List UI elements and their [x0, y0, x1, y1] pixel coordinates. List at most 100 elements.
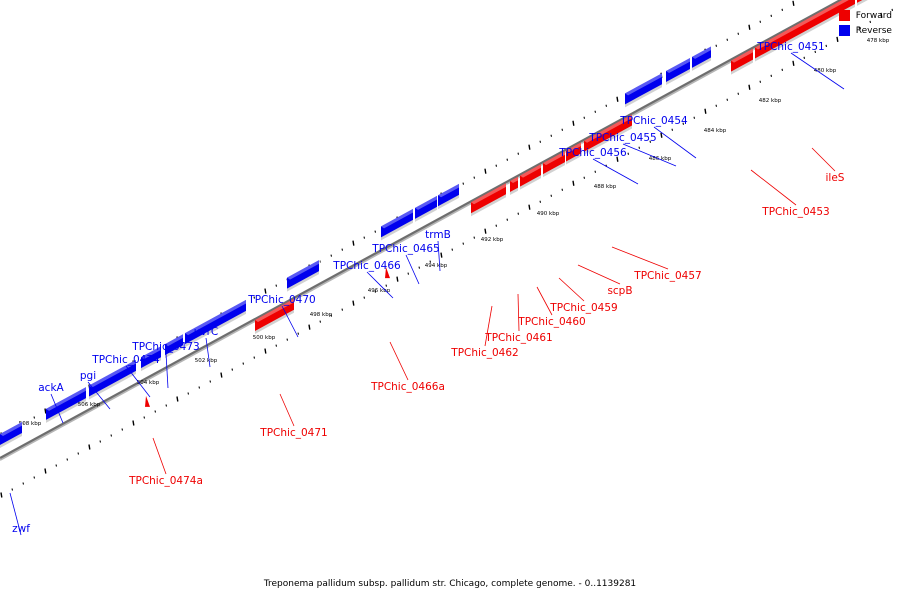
scale-tick — [561, 128, 564, 131]
reverse-gene-label: TPChic_0451 — [756, 41, 824, 53]
gene-TPChic_0462-highlight — [471, 183, 509, 205]
gene-TPChic_0462 — [471, 183, 509, 217]
forward-track-tick — [121, 428, 124, 431]
forward-gene-label: TPChic_0461 — [484, 332, 552, 344]
gene-TPChic_0466-shade — [381, 219, 413, 241]
label-leader — [592, 158, 639, 185]
forward-track-tick — [594, 170, 597, 173]
gene-zwf — [0, 422, 25, 448]
strand-legend: Forward Reverse — [838, 8, 892, 38]
forward-track-tick — [429, 260, 432, 263]
scale-tick — [594, 110, 597, 113]
forward-track-tick — [539, 200, 542, 203]
forward-track-tick — [770, 74, 773, 77]
scale-tick — [319, 260, 322, 263]
gene-TPChic_0457-shade — [584, 125, 632, 155]
forward-track-tick — [814, 50, 817, 53]
reverse-gene-label: trmB — [425, 229, 451, 241]
scale-tick — [748, 24, 751, 30]
legend-forward-label: Forward — [855, 10, 892, 21]
gene-TPChic_0473-highlight — [165, 334, 186, 347]
gene-TPChic_0466 — [381, 208, 416, 241]
forward-track-tick — [231, 368, 234, 371]
gene-TPChic_0473-shade — [165, 345, 183, 359]
gene-ackA — [46, 387, 89, 423]
gene-TPChic_0470-shade — [287, 271, 319, 292]
scale-tick — [33, 416, 36, 419]
reverse-gene-label: TPChic_0466 — [332, 260, 401, 272]
scale-tick — [726, 38, 729, 41]
label-leader — [750, 169, 797, 206]
scale-tick — [44, 408, 47, 414]
forward-track-tick — [0, 492, 3, 498]
gene-trmB-shade — [438, 194, 459, 210]
forward-track-tick — [638, 146, 641, 149]
gene-TPChic_0453-body — [731, 48, 753, 72]
gene-TPChic_0471-shade — [255, 309, 294, 335]
gene-trmB — [438, 183, 462, 210]
forward-track-tick — [561, 188, 564, 191]
forward-track-tick — [132, 420, 135, 426]
label-leader — [558, 277, 585, 302]
gene-TPChic_0471 — [255, 298, 297, 335]
gene-uvrC-shade — [185, 310, 246, 348]
gene-TPChic_0453 — [731, 48, 756, 75]
forward-track-tick — [506, 218, 509, 221]
forward-track-tick — [253, 356, 256, 359]
forward-track-tick — [495, 224, 498, 227]
forward-track-tick — [44, 468, 47, 474]
gene-TPChic_0471-highlight — [255, 298, 297, 323]
forward-track-tick — [473, 236, 476, 239]
forward-track-tick — [759, 80, 762, 83]
forward-track-tick — [880, 12, 883, 18]
forward-track-tick — [308, 324, 311, 330]
forward-track-tick — [11, 488, 14, 491]
gene-trmB-body — [438, 183, 459, 207]
tick-dots-layer — [0, 0, 894, 498]
scale-tick — [550, 134, 553, 137]
gene-ileS-cont-body — [857, 0, 863, 3]
forward-track-tick — [781, 68, 784, 71]
forward-track-tick — [891, 8, 894, 11]
scale-label: 484 kbp — [704, 128, 727, 134]
reverse-gene-label: TPChic_0454 — [619, 115, 688, 127]
forward-track-tick — [286, 338, 289, 341]
label-leader — [517, 293, 520, 332]
label-leader — [405, 254, 420, 285]
reverse-gene-label: TPChic_0455 — [588, 132, 656, 144]
scale-label: 500 kbp — [253, 335, 276, 341]
gene-TPChic_0455-body — [666, 57, 690, 83]
forward-track-tick — [209, 380, 212, 383]
gene-TPChic_0456-shade — [625, 84, 662, 108]
gene-scpB-shade — [566, 153, 581, 165]
forward-gene-label: TPChic_0459 — [549, 302, 617, 314]
gene-ileS — [755, 0, 855, 62]
scale-tick — [275, 284, 278, 287]
gene-TPChic_0473 — [165, 334, 186, 359]
forward-track-tick — [451, 248, 454, 251]
gene-zwf-body — [0, 422, 22, 445]
gene-TPChic_0454-highlight — [692, 46, 714, 59]
scale-label: 508 kbp — [19, 421, 42, 427]
gene-TPChic_0459-highlight — [543, 151, 568, 166]
label-leader — [279, 393, 295, 427]
label-leader — [205, 337, 211, 368]
scale-labels: 478 kbp 480 kbp 482 kbp 484 kbp 486 kbp 488 k… — [19, 38, 890, 427]
gene-TPChic_0454-shade — [692, 57, 711, 71]
forward-track-tick — [836, 36, 839, 42]
gene-TPChic_0474-shade — [141, 357, 161, 372]
gene-TPChic_0474 — [141, 346, 164, 372]
gene-TPChic_0456-body — [625, 73, 662, 105]
forward-track-tick — [143, 416, 146, 419]
forward-track-tick — [858, 26, 861, 29]
gene-trmB-highlight — [438, 183, 462, 198]
gene-TPChic_0460 — [520, 164, 544, 190]
gene-TPChic_0461-shade — [510, 187, 518, 196]
forward-gene-label: TPChic_0460 — [517, 316, 585, 328]
forward-track-tick — [341, 308, 344, 311]
forward-track-tick — [330, 314, 333, 317]
scale-tick — [264, 288, 267, 294]
forward-track-tick — [682, 122, 685, 125]
gene-TPChic_0457-body — [584, 114, 632, 152]
forward-track-tick — [440, 252, 443, 258]
